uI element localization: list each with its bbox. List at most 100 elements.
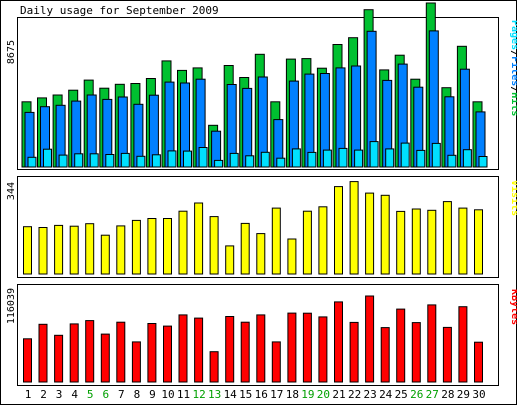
pages-bar-day-12 <box>198 147 208 168</box>
pages-bar-day-25 <box>400 142 410 168</box>
visits-bar-day-10 <box>163 218 172 275</box>
day-label-15: 15 <box>239 388 252 401</box>
day-axis-labels: 1 2 3 4 5 6 7 8 9 10 11 12 13 14 15 16 17 18 19 20 21 22 23 24 2… <box>25 388 486 401</box>
kbytes-bar-day-28 <box>442 326 452 383</box>
pages-bar-day-1 <box>27 156 37 168</box>
visits-bar-day-7 <box>116 225 126 275</box>
visits-bar-day-25 <box>396 210 406 275</box>
visits-bar-day-27 <box>427 209 437 275</box>
visits-bar-day-13 <box>209 216 219 275</box>
kbytes-bar-day-13 <box>209 351 219 383</box>
day-label-11: 11 <box>177 388 190 401</box>
kbytes-bar-day-19 <box>302 312 312 383</box>
chart-title: Daily usage for September 2009 <box>20 4 219 17</box>
visits-bar-day-26 <box>411 208 421 275</box>
pages-bar-day-4 <box>74 153 84 168</box>
kbytes-bar-day-30 <box>474 341 483 383</box>
kbytes-bar-day-16 <box>256 314 266 383</box>
kbytes-bar-day-6 <box>100 333 110 383</box>
day-label-30: 30 <box>472 388 485 401</box>
kbytes-bar-day-7 <box>116 321 126 383</box>
day-label-17: 17 <box>270 388 283 401</box>
visits-bar-day-30 <box>474 209 483 275</box>
visits-bar-day-15 <box>240 222 250 275</box>
kbytes-bar-day-22 <box>349 321 359 383</box>
visits-bar-day-20 <box>318 206 328 275</box>
day-label-9: 9 <box>149 388 156 401</box>
visits-bar-day-11 <box>178 210 188 275</box>
day-label-23: 23 <box>363 388 376 401</box>
kbytes-bar-day-12 <box>194 317 204 383</box>
day-label-10: 10 <box>161 388 174 401</box>
pages-bar-day-7 <box>120 152 130 168</box>
legend-hits: Hits <box>509 92 517 116</box>
kbytes-bar-day-1 <box>23 338 32 383</box>
legend-separator: / <box>509 50 517 56</box>
kbytes-bar-day-5 <box>85 320 95 383</box>
visits-bar-day-16 <box>256 233 266 275</box>
kbytes-bar-day-23 <box>365 295 375 383</box>
visits-bar-day-6 <box>100 234 110 275</box>
day-label-25: 25 <box>395 388 408 401</box>
visits-bar-day-9 <box>147 218 157 275</box>
visits-bar-day-3 <box>54 224 64 275</box>
visits-panel: 344 Visits <box>6 176 517 278</box>
visits-bar-day-2 <box>38 227 48 275</box>
pages-bar-day-23 <box>369 141 379 168</box>
kbytes-bar-day-29 <box>458 306 468 383</box>
visits-bar-day-14 <box>225 245 235 275</box>
pages-bar-day-10 <box>167 150 177 168</box>
day-label-24: 24 <box>379 388 393 401</box>
kbytes-bar-day-18 <box>287 312 297 383</box>
day-label-8: 8 <box>134 388 141 401</box>
pages-bar-day-21 <box>338 147 348 168</box>
kbytes-bar-day-4 <box>69 323 79 383</box>
kbytes-bar-day-11 <box>178 314 188 383</box>
day-label-13: 13 <box>208 388 221 401</box>
pages-bar-day-29 <box>462 149 472 168</box>
pages-bar-day-11 <box>183 150 192 168</box>
kbytes-bar-day-21 <box>334 301 343 383</box>
pages-bar-day-28 <box>447 154 457 168</box>
legend-visits: Visits <box>509 180 517 216</box>
usage-ymax-label: 8675 <box>6 40 17 64</box>
day-label-18: 18 <box>286 388 299 401</box>
day-label-27: 27 <box>426 388 439 401</box>
kbytes-legend: KBytes <box>509 289 517 325</box>
pages-bar-day-26 <box>416 149 426 168</box>
visits-bar-day-21 <box>334 186 343 275</box>
pages-bar-day-22 <box>354 149 364 168</box>
day-label-4: 4 <box>71 388 78 401</box>
day-label-14: 14 <box>224 388 238 401</box>
day-label-21: 21 <box>332 388 345 401</box>
pages-bar-day-9 <box>151 154 161 168</box>
kbytes-ymax-label: 116039 <box>6 288 17 324</box>
visits-bar-day-23 <box>365 192 375 275</box>
pages-bar-day-17 <box>276 157 286 168</box>
usage-bars <box>21 2 488 168</box>
kbytes-bar-day-15 <box>240 321 250 383</box>
kbytes-bar-day-3 <box>54 334 64 383</box>
day-label-3: 3 <box>56 388 63 401</box>
visits-bar-day-18 <box>287 238 297 275</box>
day-label-20: 20 <box>317 388 330 401</box>
day-label-29: 29 <box>457 388 470 401</box>
kbytes-bar-day-14 <box>225 316 235 383</box>
visits-bar-day-12 <box>194 202 204 275</box>
pages-bar-day-20 <box>322 149 332 168</box>
visits-bar-day-29 <box>458 207 468 275</box>
visits-bar-day-5 <box>85 223 95 275</box>
visits-ymax-label: 344 <box>6 182 17 200</box>
day-label-22: 22 <box>348 388 361 401</box>
kbytes-bar-day-2 <box>38 323 48 383</box>
pages-bar-day-8 <box>136 155 146 168</box>
day-label-16: 16 <box>255 388 268 401</box>
pages-bar-day-30 <box>478 156 488 168</box>
kbytes-bars <box>23 295 483 383</box>
visits-bar-day-19 <box>302 210 312 275</box>
pages-bar-day-6 <box>105 154 115 168</box>
pages-bar-day-27 <box>431 142 441 168</box>
usage-legend: Pages/Files/Hits <box>509 20 517 116</box>
